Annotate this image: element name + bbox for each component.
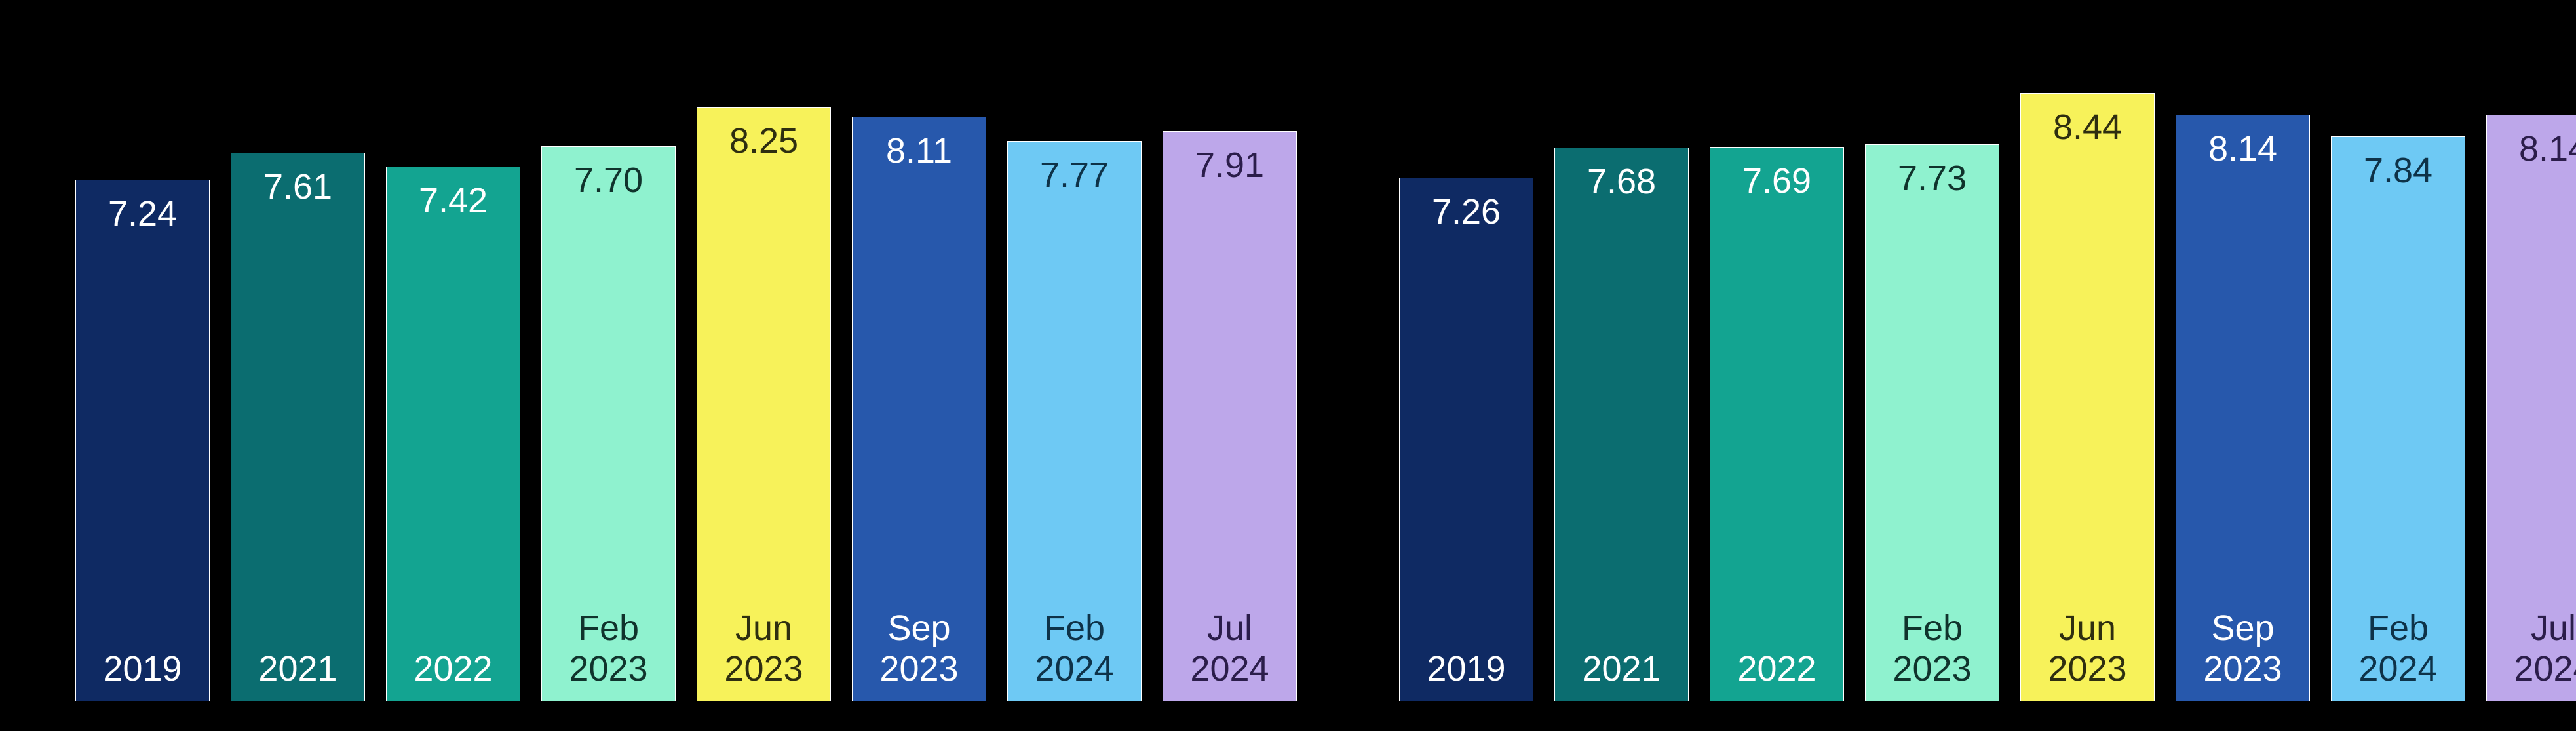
bar-slot: 7.24 2019: [75, 180, 210, 701]
bar-value-label: 7.73: [1898, 158, 1967, 199]
bar: 7.91 Jul 2024: [1163, 131, 1297, 701]
bar-chart-right: 7.26 2019 7.68 2021 7.69 2022 7.73 Feb 2023 8.44…: [1399, 93, 2576, 701]
bar-value-label: 7.70: [574, 160, 643, 201]
bar-value-label: 7.24: [108, 193, 177, 234]
bar: 8.11 Sep 2023: [852, 117, 986, 701]
bar: 8.44 Jun 2023: [2020, 93, 2155, 701]
bar-period-label: Feb 2024: [1035, 608, 1113, 689]
bar-period-label: Feb 2023: [569, 608, 647, 689]
bar-period-label: Jul 2024: [2514, 608, 2576, 689]
bar: 7.42 2022: [386, 167, 520, 701]
bar-slot: 8.14 Jul 2024: [2486, 115, 2576, 701]
bar-slot: 7.84 Feb 2024: [2331, 136, 2465, 701]
bar-value-label: 7.91: [1195, 145, 1264, 186]
bar-slot: 8.11 Sep 2023: [852, 117, 986, 701]
bar-period-label: 2021: [1582, 648, 1661, 689]
bar-value-label: 8.14: [2208, 128, 2277, 169]
bar-value-label: 8.11: [886, 130, 952, 171]
bar-period-label: 2022: [1737, 648, 1816, 689]
bar-period-label: Feb 2024: [2358, 608, 2437, 689]
bar-period-label: 2022: [413, 648, 492, 689]
bar-slot: 7.68 2021: [1554, 148, 1689, 701]
bar-period-label: Jul 2024: [1190, 608, 1269, 689]
bar-value-label: 8.14: [2519, 128, 2576, 169]
bar-slot: 7.69 2022: [1710, 147, 1844, 701]
bar-period-label: Sep 2023: [879, 608, 958, 689]
bar: 7.77 Feb 2024: [1007, 141, 1142, 701]
bar-value-label: 8.25: [729, 121, 798, 161]
bar-slot: 7.61 2021: [231, 153, 365, 701]
bar-value-label: 7.42: [419, 180, 488, 221]
bar: 7.61 2021: [231, 153, 365, 701]
bar: 7.24 2019: [75, 180, 210, 701]
bar-chart-left: 7.24 2019 7.61 2021 7.42 2022 7.70 Feb 2023 8.25…: [75, 107, 1297, 702]
bar-slot: 7.26 2019: [1399, 178, 1533, 701]
bar: 7.68 2021: [1554, 148, 1689, 701]
bar-period-label: Jun 2023: [724, 608, 803, 689]
bar-slot: 7.91 Jul 2024: [1163, 131, 1297, 701]
bar: 7.69 2022: [1710, 147, 1844, 701]
bar-value-label: 8.44: [2053, 107, 2122, 148]
chart-stage: 7.24 2019 7.61 2021 7.42 2022 7.70 Feb 2023 8.25…: [0, 0, 2576, 731]
bar-period-label: Feb 2023: [1893, 608, 1971, 689]
bar-period-label: Jun 2023: [2048, 608, 2126, 689]
bar-slot: 7.73 Feb 2023: [1865, 144, 1999, 701]
bar: 7.73 Feb 2023: [1865, 144, 1999, 701]
bar-value-label: 7.77: [1040, 155, 1109, 195]
bar-slot: 8.44 Jun 2023: [2020, 93, 2155, 701]
bar-value-label: 7.26: [1432, 191, 1501, 232]
bar-slot: 7.77 Feb 2024: [1007, 141, 1142, 701]
bar-slot: 8.25 Jun 2023: [697, 107, 831, 702]
bar-period-label: Sep 2023: [2203, 608, 2282, 689]
bar-value-label: 7.69: [1742, 161, 1811, 201]
bar: 7.26 2019: [1399, 178, 1533, 701]
bar-value-label: 7.61: [263, 167, 332, 207]
bar: 7.84 Feb 2024: [2331, 136, 2465, 701]
bar-value-label: 7.84: [2364, 150, 2432, 191]
bar-slot: 7.70 Feb 2023: [541, 146, 676, 701]
bar: 7.70 Feb 2023: [541, 146, 676, 701]
bar-value-label: 7.68: [1587, 161, 1656, 202]
bar-period-label: 2019: [1427, 648, 1505, 689]
bar-period-label: 2019: [103, 648, 182, 689]
bar: 8.25 Jun 2023: [697, 107, 831, 702]
bar-slot: 8.14 Sep 2023: [2176, 115, 2310, 701]
bar-slot: 7.42 2022: [386, 167, 520, 701]
bar: 8.14 Sep 2023: [2176, 115, 2310, 701]
bar-period-label: 2021: [258, 648, 337, 689]
bar: 8.14 Jul 2024: [2486, 115, 2576, 701]
